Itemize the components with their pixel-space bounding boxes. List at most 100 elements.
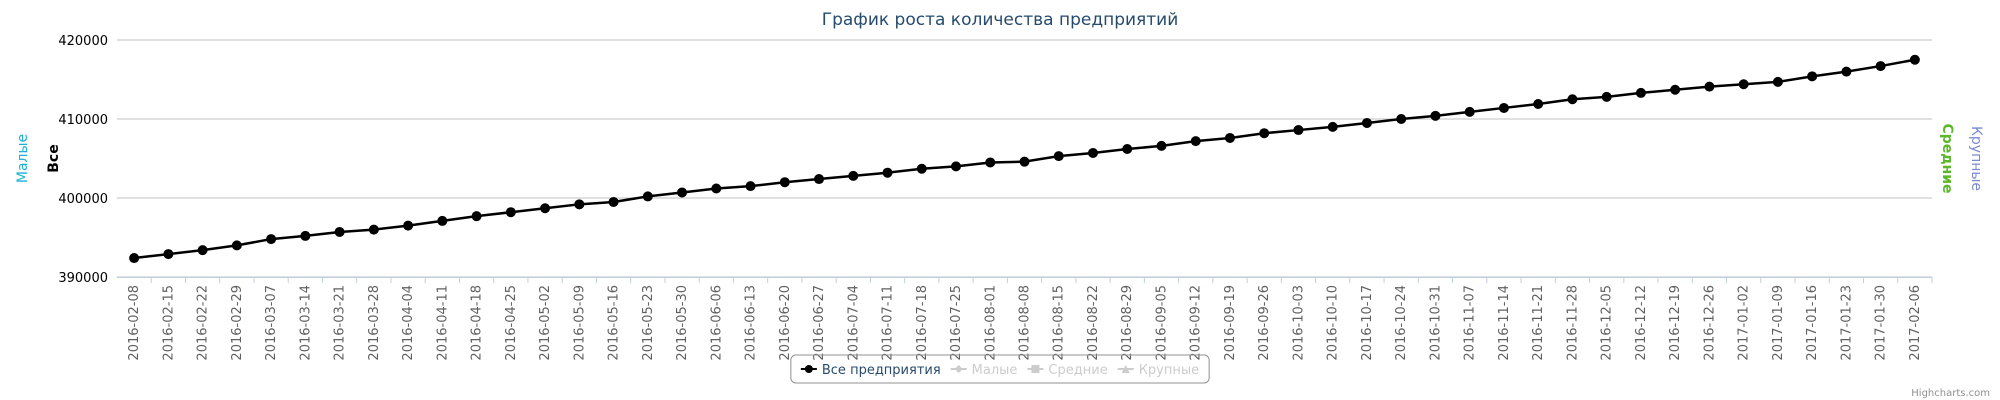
x-tick-label: 2016-11-28 <box>1565 285 1580 361</box>
credits: Highcharts.com <box>1911 388 1990 399</box>
point <box>1327 121 1338 132</box>
legend-label: Средние <box>1048 363 1107 378</box>
point <box>300 230 311 241</box>
x-tick-label: 2016-08-29 <box>1120 285 1135 361</box>
x-tick-label: 2016-12-26 <box>1702 285 1717 361</box>
point <box>1031 365 1040 373</box>
x-tick-label: 2016-05-02 <box>538 285 553 361</box>
point <box>804 365 813 373</box>
x-tick-label: 2016-09-12 <box>1189 285 1204 361</box>
point <box>882 167 893 178</box>
point <box>1875 61 1886 72</box>
point <box>1396 114 1407 124</box>
x-tick-label: 2016-03-07 <box>264 285 279 361</box>
point <box>231 240 242 251</box>
x-tick-label: 2016-02-08 <box>127 285 142 361</box>
x-tick-label: 2016-02-15 <box>161 285 176 361</box>
axis-title: Крупные <box>1968 126 1984 191</box>
x-tick-label: 2016-05-30 <box>675 285 690 361</box>
x-tick-label: 2016-03-21 <box>333 285 348 361</box>
y-tick-label: 410000 <box>58 113 108 128</box>
point <box>1224 132 1235 143</box>
legend: Все предприятия Малые Средние Крупные <box>790 354 1210 384</box>
x-tick-label: 2017-02-06 <box>1908 285 1923 361</box>
x-tick-label: 2016-04-11 <box>435 285 450 361</box>
point <box>1430 110 1441 121</box>
x-tick-label: 2016-11-14 <box>1497 285 1512 361</box>
point <box>437 215 448 226</box>
x-tick-label: 2016-10-10 <box>1326 285 1341 361</box>
x-tick-label: 2016-03-28 <box>367 285 382 361</box>
x-tick-label: 2016-06-06 <box>709 285 724 361</box>
y-tick-label: 420000 <box>58 34 108 49</box>
point <box>505 207 516 218</box>
point <box>1464 106 1475 117</box>
x-tick-label: 2016-04-18 <box>470 285 485 361</box>
x-tick-label: 2016-04-04 <box>401 285 416 361</box>
legend-item[interactable]: Малые <box>950 363 1018 378</box>
point <box>540 203 551 214</box>
point <box>1293 125 1304 136</box>
point <box>779 177 790 188</box>
point <box>197 245 208 256</box>
legend-label: Крупные <box>1139 363 1199 378</box>
x-tick-label: 2016-11-21 <box>1531 285 1546 361</box>
point <box>266 234 277 245</box>
point <box>471 211 482 222</box>
legend-box <box>790 354 1210 384</box>
legend-item[interactable]: Средние <box>1027 363 1108 378</box>
point <box>711 183 722 194</box>
x-tick-label: 2016-02-29 <box>230 285 245 361</box>
point <box>1533 98 1544 109</box>
point <box>1909 54 1920 65</box>
point <box>1498 102 1509 113</box>
x-tick-label: 2016-08-22 <box>1086 285 1101 361</box>
x-tick-label: 2016-05-23 <box>641 285 656 361</box>
point <box>954 365 963 373</box>
point <box>985 157 996 168</box>
point <box>608 196 619 207</box>
x-tick-label: 2016-07-25 <box>949 285 964 361</box>
x-tick-label: 2016-10-31 <box>1428 285 1443 361</box>
point <box>1121 365 1130 373</box>
x-tick-label: 2016-08-01 <box>983 285 998 361</box>
point <box>1601 91 1612 102</box>
axis-title: Все <box>46 144 62 172</box>
point <box>814 174 825 185</box>
x-tick-label: 2016-12-12 <box>1634 285 1649 361</box>
x-tick-label: 2016-06-20 <box>778 285 793 361</box>
x-tick-label: 2016-07-18 <box>915 285 930 361</box>
point <box>1670 84 1681 95</box>
point <box>677 187 688 198</box>
point <box>368 224 379 235</box>
x-tick-label: 2016-08-15 <box>1052 285 1067 361</box>
x-tick-label: 2017-01-02 <box>1737 285 1752 361</box>
x-tick-label: 2016-09-19 <box>1223 285 1238 361</box>
x-tick-label: 2016-05-16 <box>607 285 622 361</box>
x-tick-label: 2017-01-30 <box>1874 285 1889 361</box>
legend-item[interactable]: Крупные <box>1117 363 1199 378</box>
x-tick-label: 2017-01-09 <box>1771 285 1786 361</box>
point <box>129 253 140 264</box>
point <box>1087 147 1098 158</box>
point <box>1635 87 1646 98</box>
point <box>848 170 859 181</box>
x-tick-label: 2016-10-24 <box>1394 285 1409 361</box>
point <box>1122 144 1133 155</box>
x-tick-label: 2016-07-04 <box>846 285 861 361</box>
point <box>951 161 962 172</box>
x-tick-label: 2016-12-05 <box>1600 285 1615 361</box>
x-tick-label: 2016-11-07 <box>1463 285 1478 361</box>
point <box>916 163 927 174</box>
legend-item[interactable]: Все предприятия <box>800 363 941 378</box>
point <box>1053 151 1064 162</box>
x-tick-label: 2016-09-26 <box>1257 285 1272 361</box>
point <box>163 249 174 260</box>
axis-title: Малые <box>15 134 31 183</box>
point <box>1567 94 1578 105</box>
point <box>1190 136 1201 147</box>
point <box>1807 71 1818 82</box>
point <box>334 226 345 237</box>
legend-label: Малые <box>972 363 1018 378</box>
